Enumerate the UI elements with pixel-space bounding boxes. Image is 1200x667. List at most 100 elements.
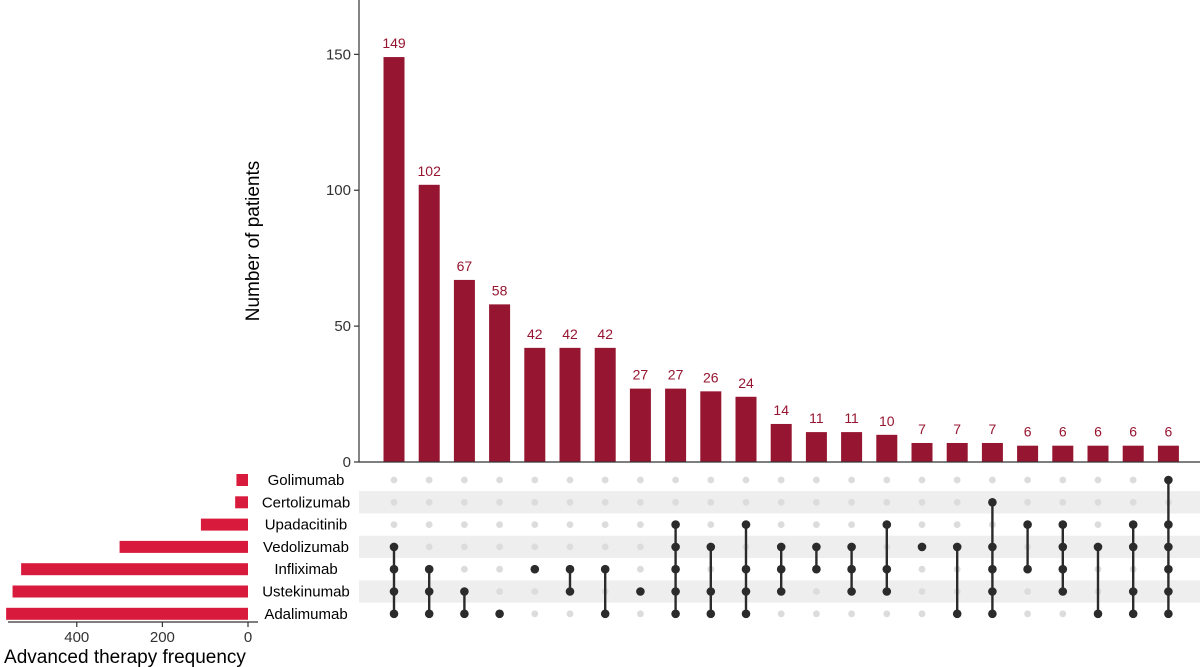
inactive-dot (637, 521, 644, 528)
inactive-dot (707, 476, 715, 484)
inactive-dot (953, 498, 961, 506)
inactive-dot (390, 521, 398, 528)
intersection-bar (946, 442, 968, 462)
set-label: Upadacitinib (265, 517, 348, 534)
active-dot (741, 564, 751, 574)
inactive-dot (848, 521, 855, 528)
active-dot (988, 542, 997, 552)
set-size-bar (235, 496, 248, 509)
active-dot (1128, 609, 1138, 619)
inactive-dot (425, 521, 433, 528)
intersection-bar (453, 279, 475, 462)
inactive-dot (777, 498, 785, 506)
inactive-dot (707, 521, 715, 528)
bar-value-label: 7 (953, 421, 961, 437)
bar-value-label: 6 (1024, 424, 1032, 440)
set-size-bars (6, 474, 249, 620)
intersection-bar (981, 442, 1003, 462)
active-dot (389, 564, 399, 574)
inactive-dot (637, 610, 644, 618)
active-dot (741, 609, 751, 619)
inactive-dot (637, 476, 644, 484)
inactive-dot (461, 543, 468, 551)
active-dot (671, 520, 680, 529)
active-dot (671, 609, 680, 619)
intersection-bar (524, 347, 546, 462)
active-dot (460, 609, 469, 619)
active-dot (671, 564, 680, 574)
inactive-dot (390, 498, 398, 506)
inactive-dot (918, 498, 926, 506)
intersection-matrix (389, 475, 1173, 619)
inactive-dot (425, 476, 433, 484)
inactive-dot (496, 588, 503, 595)
active-dot (1164, 564, 1173, 574)
active-dot (706, 542, 716, 552)
bar-value-label: 7 (989, 421, 997, 437)
active-dot (1023, 520, 1032, 529)
set-label: Infliximab (274, 561, 337, 578)
active-dot (1058, 542, 1068, 552)
active-dot (671, 587, 680, 596)
bar-value-label: 14 (773, 402, 789, 418)
active-dot (952, 609, 962, 619)
bar-value-label: 149 (382, 35, 406, 51)
active-dot (600, 564, 610, 574)
active-dot (988, 609, 997, 619)
active-dot (776, 564, 786, 574)
inactive-dot (813, 588, 820, 595)
active-dot (812, 542, 821, 552)
bar-value-label: 11 (809, 410, 824, 426)
inactive-dot (742, 476, 750, 484)
intersection-bar (805, 432, 827, 462)
active-dot (988, 587, 997, 596)
inactive-dot (1094, 498, 1102, 506)
active-dot (1058, 520, 1068, 529)
active-dot (988, 564, 997, 574)
inactive-dot (1024, 498, 1031, 506)
active-dot (1128, 520, 1138, 529)
inactive-dot (425, 543, 433, 551)
active-dot (1128, 542, 1138, 552)
set-labels: Golimumab Certolizumab Upadacitinib Vedoliz… (262, 472, 350, 623)
inactive-dot (918, 476, 926, 484)
active-dot (776, 587, 786, 596)
inactive-dot (390, 476, 398, 484)
intersection-bar (383, 57, 405, 462)
inactive-dot (918, 610, 926, 618)
active-dot (882, 520, 892, 529)
inactive-dot (1129, 476, 1137, 484)
active-dot (776, 542, 786, 552)
inactive-dot (742, 498, 750, 506)
active-dot (1128, 587, 1138, 596)
set-label: Ustekinumab (262, 584, 350, 601)
inactive-dot (918, 565, 926, 573)
inactive-dot (707, 498, 715, 506)
active-dot (917, 542, 927, 552)
active-dot (389, 542, 399, 552)
inactive-dot (848, 610, 855, 618)
active-dot (1093, 609, 1103, 619)
y-axis-title: Number of patients (243, 161, 264, 322)
active-dot (1164, 542, 1173, 552)
active-dot (671, 542, 680, 552)
inactive-dot (461, 498, 468, 506)
inactive-dot (777, 476, 785, 484)
intersection-bar (1157, 445, 1179, 462)
intersection-bar (629, 388, 651, 462)
active-dot (847, 564, 856, 574)
inactive-dot (601, 521, 609, 528)
inactive-dot (813, 498, 820, 506)
bar-value-label: 58 (492, 282, 508, 298)
inactive-dot (531, 543, 539, 551)
active-dot (952, 542, 962, 552)
intersection-bar (770, 423, 792, 462)
set-size-axis-title: Advanced therapy frequency (4, 647, 246, 667)
inactive-dot (883, 610, 891, 618)
intersection-bar (1122, 445, 1144, 462)
inactive-dot (813, 610, 820, 618)
inactive-dot (531, 521, 539, 528)
active-dot (1164, 609, 1173, 619)
set-label: Vedolizumab (263, 539, 349, 556)
inactive-dot (953, 476, 961, 484)
